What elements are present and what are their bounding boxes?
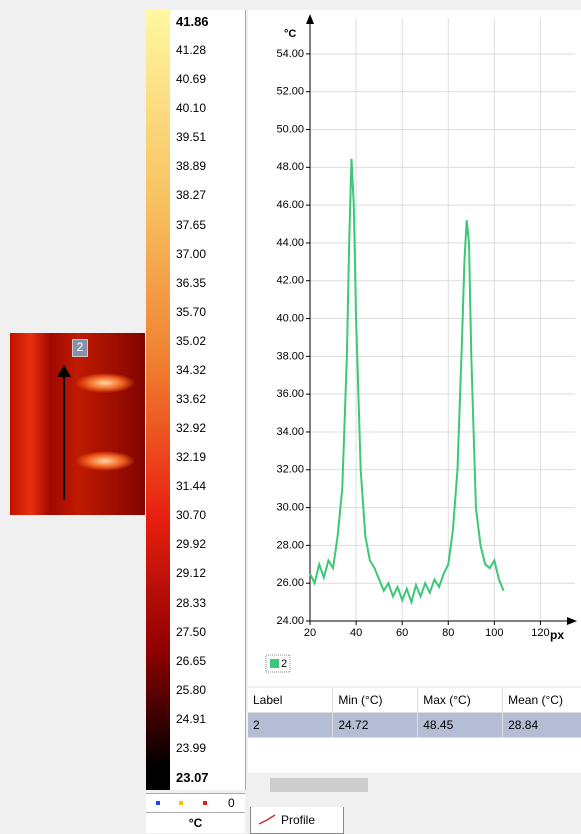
cell: 2 — [248, 712, 334, 738]
x-tick-label: 60 — [396, 627, 408, 639]
x-label: px — [550, 628, 564, 642]
colorbar-label: 41.28 — [176, 43, 207, 58]
colorbar-label: 26.65 — [176, 653, 207, 668]
y-tick-label: 32.00 — [276, 464, 304, 476]
y-tick-label: 30.00 — [276, 501, 304, 513]
y-tick-label: 46.00 — [276, 199, 304, 211]
table: Label Min (°C) Max (°C) Mean (°C) 2 24.72 48.4… — [248, 688, 581, 738]
scroll-thumb[interactable] — [270, 778, 368, 792]
colorbar-label: 29.12 — [176, 566, 207, 581]
y-tick-label: 40.00 — [276, 312, 304, 324]
x-tick-label: 20 — [304, 627, 316, 639]
cell: 28.84 — [502, 712, 581, 738]
profile-label: 2 — [72, 339, 88, 357]
cell: 48.45 — [417, 712, 504, 738]
y-tick-label: 34.00 — [276, 426, 304, 438]
table-row: 2 24.72 48.45 28.84 — [248, 712, 581, 738]
colorbar-label: 31.44 — [176, 479, 207, 494]
colorbar-label: 25.80 — [176, 682, 207, 697]
x-tick-label: 100 — [485, 627, 503, 639]
colorbar-label: 39.51 — [176, 130, 207, 145]
tab[interactable]: Profile — [250, 807, 344, 834]
colorbar-label: 33.62 — [176, 392, 207, 406]
cell: 24.72 — [332, 712, 419, 738]
colorbar-label: 38.89 — [176, 159, 207, 174]
x-arrow — [567, 617, 577, 625]
colorbar-label: 37.00 — [176, 246, 207, 261]
y-tick-label: 54.00 — [276, 48, 304, 60]
y-tick-label: 26.00 — [276, 577, 304, 589]
y-tick-label: 50.00 — [276, 123, 304, 135]
y-tick-label: 28.00 — [276, 539, 304, 551]
colorbar-label: 41.86 — [176, 14, 209, 29]
dot — [179, 801, 183, 805]
thermal-image[interactable]: 2 — [10, 333, 145, 515]
y-tick-label: 42.00 — [276, 275, 304, 287]
tab-label[interactable]: Profile — [281, 813, 316, 827]
colorbar-label: 35.02 — [176, 333, 207, 348]
colorbar-label: 24.91 — [176, 711, 207, 726]
header-cell: Mean (°C) — [502, 688, 581, 713]
y-tick-label: 38.00 — [276, 350, 304, 362]
y-arrow — [306, 14, 314, 24]
legend-swatch — [270, 659, 279, 668]
table-header: Label Min (°C) Max (°C) Mean (°C) — [248, 688, 581, 713]
colorbar-label: 37.65 — [176, 217, 207, 232]
header-cell: Label — [248, 688, 334, 713]
profile-line — [63, 375, 65, 500]
x-tick-label: 120 — [531, 627, 549, 639]
colorbar-panel — [170, 10, 246, 790]
colorbar-label: 40.69 — [176, 72, 207, 87]
scrollbar[interactable] — [248, 775, 581, 795]
chart-bg — [248, 10, 581, 686]
colorbar-label: 28.33 — [176, 595, 207, 610]
x-tick-label: 80 — [442, 627, 454, 639]
arrow-head — [57, 365, 71, 377]
y-tick-label: 48.00 — [276, 161, 304, 173]
colorbar-label: 38.27 — [176, 188, 207, 203]
count-row: 0 — [146, 793, 245, 812]
y-tick-label: 52.00 — [276, 86, 304, 98]
colorbar-label: 23.07 — [176, 770, 209, 785]
colorbar-label: 29.92 — [176, 537, 207, 552]
colorbar-label: 40.10 — [176, 101, 207, 116]
header-cell: Max (°C) — [417, 688, 504, 713]
count: 0 — [228, 796, 235, 810]
colorbar-label: 23.99 — [176, 740, 207, 755]
tab-icon — [258, 814, 276, 825]
unit: °C — [146, 812, 245, 833]
table-panel: Label Min (°C) Max (°C) Mean (°C) 2 24.72 48.4… — [248, 688, 581, 773]
colorbar — [146, 10, 170, 790]
colorbar-label: 32.19 — [176, 450, 207, 465]
dot — [156, 801, 160, 805]
y-tick-label: 44.00 — [276, 237, 304, 249]
colorbar-label: 34.32 — [176, 362, 207, 377]
colorbar-label: 27.50 — [176, 624, 207, 639]
chart: °C px 24.00 26.00 28.00 30.00 32.00 34.00 36.0… — [248, 10, 581, 686]
legend-label: 2 — [281, 658, 287, 670]
y-tick-label: 36.00 — [276, 388, 304, 400]
colorbar-label: 36.35 — [176, 275, 207, 290]
colorbar-label: 35.70 — [176, 304, 207, 319]
x-tick-label: 40 — [350, 627, 362, 639]
y-tick-label: 24.00 — [276, 615, 304, 627]
colorbar-label: 30.70 — [176, 508, 207, 523]
profile-line — [309, 158, 505, 606]
y-label: °C — [284, 28, 296, 40]
colorbar-label: 32.92 — [176, 421, 207, 436]
header-cell: Min (°C) — [332, 688, 419, 713]
dot — [203, 801, 207, 805]
